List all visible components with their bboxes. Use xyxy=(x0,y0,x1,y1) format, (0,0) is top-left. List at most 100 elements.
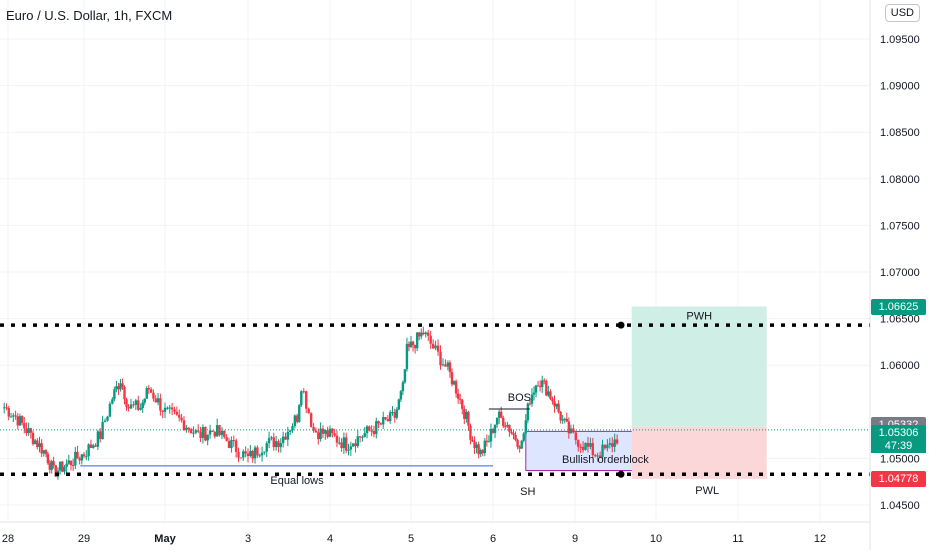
candle-body xyxy=(351,443,355,447)
candle-body xyxy=(141,402,144,409)
x-tick-label: 28 xyxy=(2,533,14,545)
candle-body xyxy=(82,454,86,457)
candle-body xyxy=(324,430,327,434)
candle-body xyxy=(446,362,450,367)
candle-body xyxy=(168,407,171,409)
candle-body xyxy=(58,461,62,471)
candle-body xyxy=(427,332,430,336)
candle-body xyxy=(596,455,599,457)
candle-body xyxy=(354,443,357,447)
candle-body xyxy=(536,385,540,387)
candle-body xyxy=(189,429,193,434)
candle-body xyxy=(393,412,396,418)
candle-body xyxy=(524,420,527,434)
y-tick-label: 1.06000 xyxy=(880,360,920,372)
candle-body xyxy=(211,430,214,432)
candle-body xyxy=(208,430,212,435)
currency-button[interactable]: USD xyxy=(884,4,920,22)
candle-body xyxy=(197,430,200,432)
candle-body xyxy=(567,421,571,434)
candle-body xyxy=(317,432,320,440)
candle-body xyxy=(345,437,348,451)
candle-body xyxy=(121,383,124,387)
candle-body xyxy=(38,443,41,448)
candle-body xyxy=(175,411,179,415)
candle-body xyxy=(388,412,392,422)
annotation-label: Equal lows xyxy=(270,475,324,487)
candle-body xyxy=(497,411,501,418)
level-anchor-pwh[interactable] xyxy=(617,321,625,329)
candle-body xyxy=(113,389,116,400)
candle-body xyxy=(522,433,525,441)
candle-body xyxy=(418,332,421,337)
candle-body xyxy=(213,431,216,437)
candle-body xyxy=(78,458,81,461)
candle-body xyxy=(166,407,169,409)
candle-body xyxy=(76,451,79,459)
y-tick-label: 1.08000 xyxy=(880,174,920,186)
candle-body xyxy=(263,451,266,453)
candle-body xyxy=(106,416,109,421)
candle-body xyxy=(54,465,57,477)
price-badge-current: 1.05306 xyxy=(871,424,926,441)
candle-body xyxy=(147,388,150,390)
candle-body xyxy=(439,351,442,366)
candle-body xyxy=(444,364,447,367)
candle-body xyxy=(134,400,138,405)
candle-body xyxy=(230,440,233,449)
candle-body xyxy=(415,332,419,349)
candle-body xyxy=(500,411,503,418)
candle-body xyxy=(170,407,174,410)
candle-body xyxy=(495,417,499,425)
candle-body xyxy=(450,372,454,385)
pwh-zone[interactable] xyxy=(631,306,767,427)
candle-body xyxy=(123,386,126,400)
candle-body xyxy=(23,423,26,429)
bar-countdown: 47:39 xyxy=(871,438,926,453)
candle-body xyxy=(528,403,532,405)
candle-body xyxy=(305,391,308,409)
candle-body xyxy=(541,380,544,388)
x-tick-label: 6 xyxy=(490,533,496,545)
annotation-label: BOS xyxy=(508,392,531,404)
candle-body xyxy=(441,364,445,366)
price-badge-pwl: 1.04778 xyxy=(871,471,926,488)
candle-body xyxy=(61,461,64,472)
candle-body xyxy=(448,362,452,373)
candle-body xyxy=(487,441,491,443)
candle-body xyxy=(409,341,413,347)
zones-layer xyxy=(525,306,767,479)
candle-body xyxy=(192,432,195,434)
annotation-label: PWL xyxy=(695,485,719,497)
candle-body xyxy=(279,443,282,448)
candle-body xyxy=(413,345,417,349)
candle-body xyxy=(538,386,542,388)
candle-body xyxy=(608,443,612,445)
candles-layer xyxy=(3,326,619,480)
candle-body xyxy=(16,416,19,426)
candle-body xyxy=(518,446,521,449)
pwl-zone[interactable] xyxy=(631,426,767,479)
candle-body xyxy=(85,456,88,458)
candle-body xyxy=(154,398,157,403)
candle-body xyxy=(405,343,409,370)
candle-body xyxy=(477,444,480,455)
candle-body xyxy=(493,424,497,433)
level-anchor-pwl[interactable] xyxy=(617,470,625,478)
candle-body xyxy=(514,434,517,440)
candle-body xyxy=(545,380,548,396)
candle-body xyxy=(611,443,614,447)
x-tick-label: May xyxy=(154,533,176,545)
candle-body xyxy=(127,406,130,409)
candle-body xyxy=(467,411,470,426)
candle-body xyxy=(328,428,332,437)
candle-body xyxy=(258,455,261,457)
candle-body xyxy=(606,444,609,449)
candle-body xyxy=(557,403,560,412)
candle-body xyxy=(156,398,160,403)
candle-body xyxy=(92,445,95,448)
candle-body xyxy=(589,443,592,447)
candle-body xyxy=(321,428,325,434)
